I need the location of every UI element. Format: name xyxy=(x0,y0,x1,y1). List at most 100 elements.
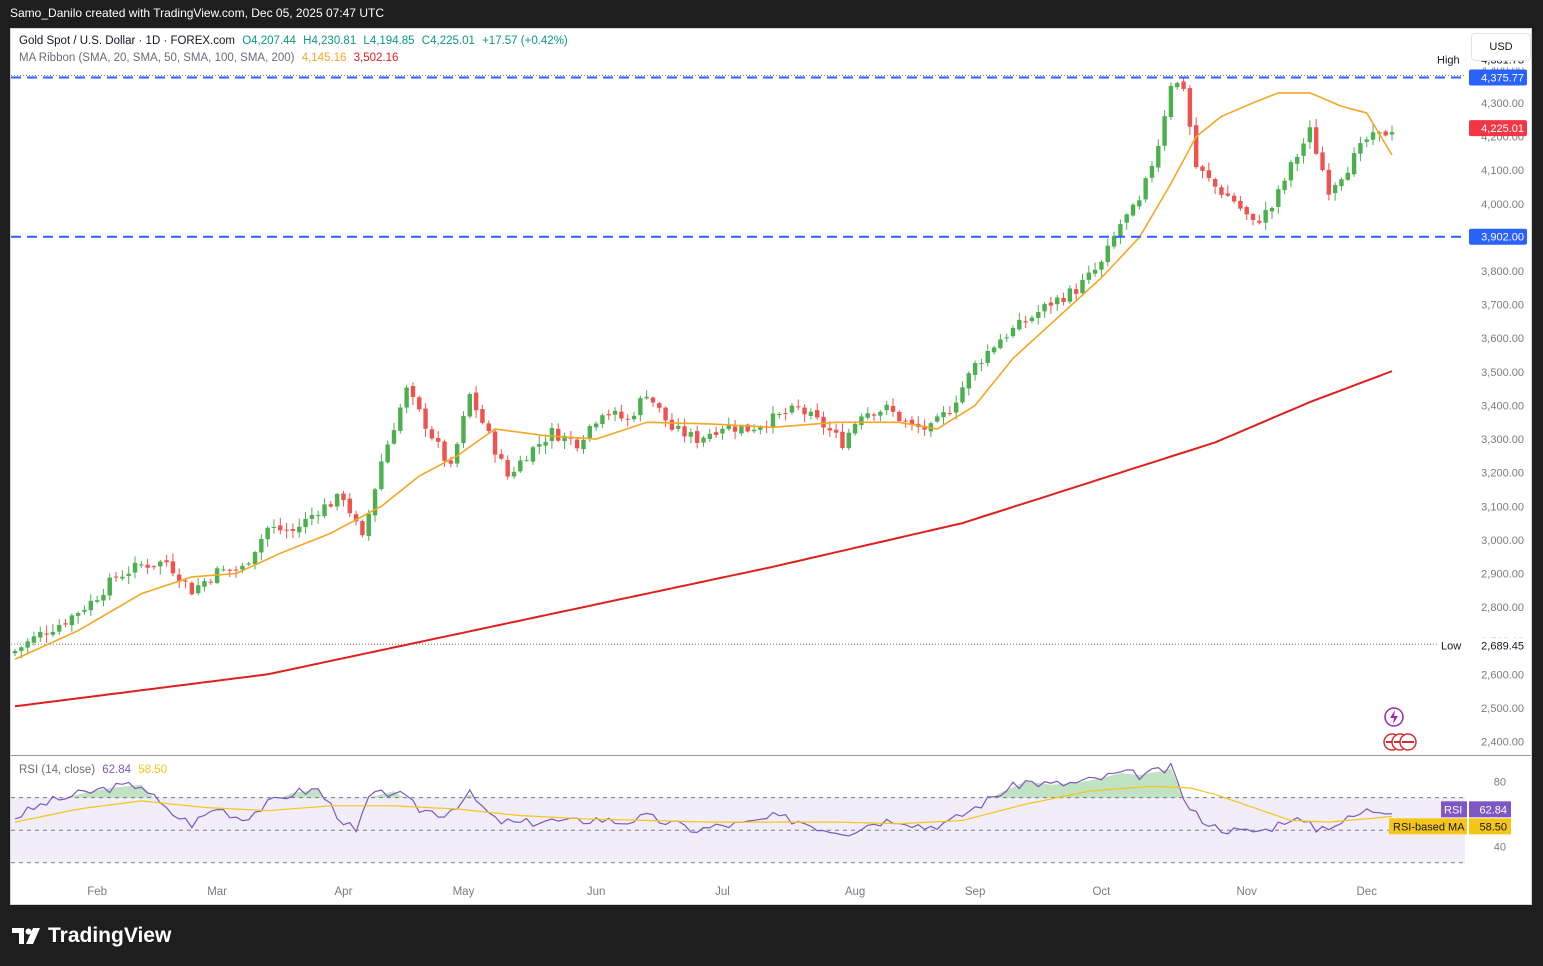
candle-body xyxy=(195,585,201,594)
candle-body xyxy=(1276,189,1281,207)
last-price-label: 4,225.01 xyxy=(1481,123,1524,135)
candle-body xyxy=(991,347,997,353)
rsi-overbought-fill xyxy=(15,768,1392,798)
candle-body xyxy=(31,636,37,643)
candle-body xyxy=(454,443,460,464)
candle-body xyxy=(789,405,795,413)
candle-body xyxy=(1105,245,1110,263)
candle-body xyxy=(1282,180,1287,191)
candle-body xyxy=(448,460,454,464)
low-tag: Low xyxy=(1441,640,1461,652)
chart-frame: 4,400.004,300.004,200.004,100.004,000.00… xyxy=(10,28,1532,905)
candle-body xyxy=(473,392,479,411)
price-tick-label: 3,500.00 xyxy=(1481,367,1524,379)
price-tick-label: 3,800.00 xyxy=(1481,266,1524,278)
candle-body xyxy=(878,411,883,416)
chart-canvas[interactable]: 4,400.004,300.004,200.004,100.004,000.00… xyxy=(11,29,1531,904)
rsi-value-bg xyxy=(1469,801,1511,818)
candle-body xyxy=(1206,170,1212,179)
candle-body xyxy=(897,411,902,422)
candle-body xyxy=(979,362,984,364)
candle-body xyxy=(240,565,245,570)
candle-body xyxy=(107,577,112,596)
candle-body xyxy=(145,564,150,568)
candle-body xyxy=(113,576,119,578)
candle-body xyxy=(391,430,397,444)
open-value: O4,207.44 xyxy=(242,35,296,47)
candle-body xyxy=(1257,220,1262,223)
candle-body xyxy=(385,444,390,463)
candle-body xyxy=(1345,172,1350,180)
candle-body xyxy=(50,631,56,635)
candle-body xyxy=(985,351,990,363)
candle-body xyxy=(625,418,630,420)
candle-body xyxy=(581,439,586,450)
candle-body xyxy=(164,560,169,563)
price-tick-label: 3,100.00 xyxy=(1481,501,1524,513)
candle-body xyxy=(486,423,491,431)
candle-body xyxy=(726,424,731,430)
candle-body xyxy=(556,428,561,441)
candle-body xyxy=(1295,156,1300,164)
month-label: Jul xyxy=(715,886,730,898)
candle-body xyxy=(183,580,188,582)
price-tick-label: 3,700.00 xyxy=(1481,300,1524,312)
candle-body xyxy=(682,426,687,437)
symbol-name[interactable]: Gold Spot / U.S. Dollar · 1D · FOREX.com xyxy=(19,35,236,47)
candle-body xyxy=(827,428,833,431)
low-value: L4,194.85 xyxy=(363,35,415,47)
candle-body xyxy=(707,433,713,439)
candle-body xyxy=(120,576,125,579)
support-price-label-bg xyxy=(1469,228,1527,245)
month-label: Dec xyxy=(1357,886,1378,898)
rsi-label[interactable]: RSI (14, close) xyxy=(19,764,96,776)
month-label: Oct xyxy=(1092,886,1111,898)
month-label: Aug xyxy=(845,886,865,898)
low-tag-bg xyxy=(1437,637,1528,654)
candle-body xyxy=(796,406,801,408)
price-tick-label: 4,100.00 xyxy=(1481,165,1524,177)
candle-body xyxy=(88,600,93,611)
candle-body xyxy=(1055,297,1060,305)
candle-body xyxy=(38,631,43,638)
candle-body xyxy=(126,573,131,576)
candle-body xyxy=(1301,143,1306,156)
candle-body xyxy=(1124,214,1129,223)
candle-body xyxy=(1073,289,1079,294)
candle-body xyxy=(871,414,877,416)
candle-body xyxy=(423,408,428,429)
candle-body xyxy=(1231,195,1237,202)
candle-body xyxy=(69,615,75,626)
candle-body xyxy=(1358,143,1363,154)
candle-body xyxy=(1225,193,1230,196)
candle-body xyxy=(278,525,283,531)
candle-body xyxy=(75,613,81,616)
candle-body xyxy=(1143,178,1148,200)
candle-body xyxy=(1193,125,1199,168)
month-label: Mar xyxy=(207,886,227,898)
candle-body xyxy=(524,460,529,462)
candle-body xyxy=(246,563,251,565)
candle-body xyxy=(353,514,359,522)
candle-body xyxy=(511,471,517,477)
ma-label[interactable]: MA Ribbon (SMA, 20, SMA, 50, SMA, 100, S… xyxy=(19,52,295,64)
candle-body xyxy=(63,623,68,625)
brand-name: TradingView xyxy=(48,924,172,947)
currency-button[interactable]: USD xyxy=(1471,33,1531,61)
month-label: Feb xyxy=(87,886,107,898)
candle-body xyxy=(732,426,738,432)
ma-value-200: 3,502.16 xyxy=(353,52,399,64)
candle-body xyxy=(297,526,302,533)
candle-body xyxy=(966,373,971,389)
candle-body xyxy=(935,416,940,422)
candle-body xyxy=(518,460,523,472)
lightning-bolt-icon xyxy=(1390,710,1398,724)
rsi-value-label: 62.84 xyxy=(1479,804,1507,816)
symbol-legend: Gold Spot / U.S. Dollar · 1D · FOREX.com… xyxy=(19,35,572,47)
candle-body xyxy=(360,521,365,536)
price-tick-label: 2,800.00 xyxy=(1481,602,1524,614)
candle-body xyxy=(25,641,30,648)
candle-body xyxy=(1288,162,1294,181)
resistance-price-label: 4,375.77 xyxy=(1481,72,1524,84)
candle-body xyxy=(170,561,176,574)
